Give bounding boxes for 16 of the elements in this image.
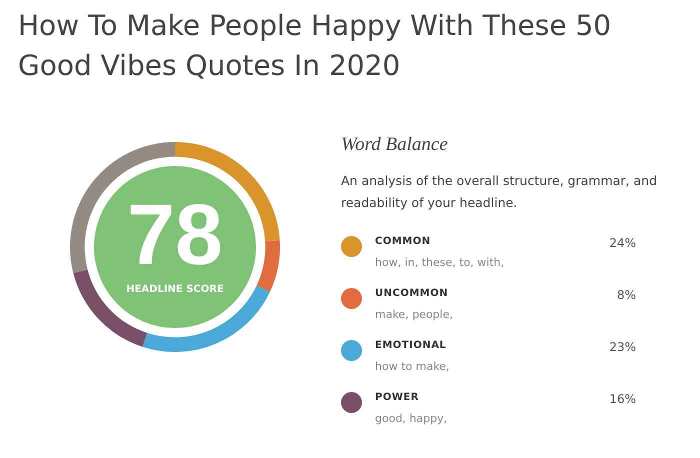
data-label: 8% bbox=[616, 288, 636, 302]
chart-title: How To Make People Happy With These 50 Good Vibes Quotes In 2020 bbox=[18, 8, 612, 84]
data-label: 16% bbox=[609, 392, 636, 406]
text: how, in, these, to, with, bbox=[375, 256, 504, 269]
data-label: 23% bbox=[609, 340, 636, 354]
legend-label: COMMON bbox=[375, 236, 431, 247]
text: how to make, bbox=[375, 360, 450, 373]
data-label: 24% bbox=[609, 236, 636, 250]
text: An analysis of the overall structure, grammar, and readability of your headline. bbox=[341, 172, 658, 212]
legend-label: POWER bbox=[375, 392, 419, 403]
text: good, happy, bbox=[375, 412, 448, 425]
score-circle: 78 HEADLINE SCORE bbox=[94, 166, 256, 328]
text: make, people, bbox=[375, 308, 453, 321]
legend-label: UNCOMMON bbox=[375, 288, 448, 299]
legend-label: EMOTIONAL bbox=[375, 340, 446, 351]
chart-subtitle: Word Balance bbox=[341, 134, 448, 156]
